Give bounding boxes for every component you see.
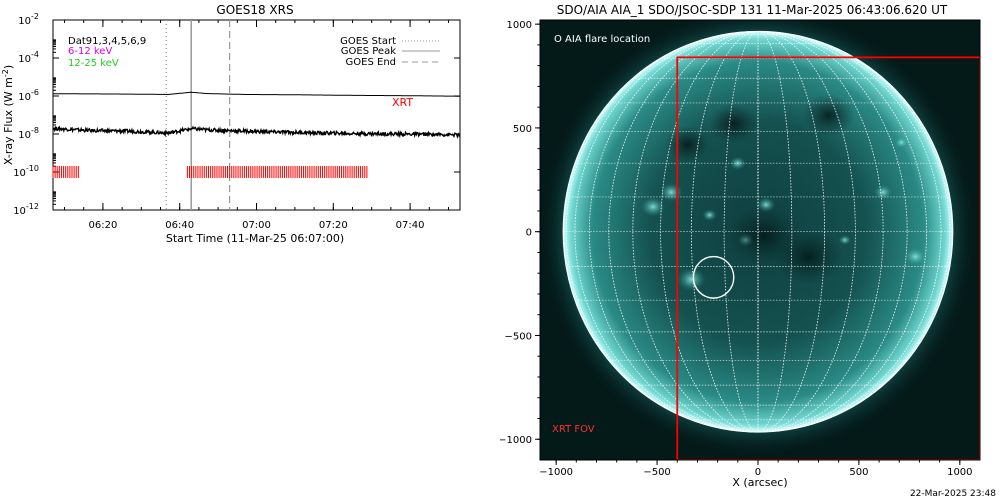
longitude-line — [565, 31, 951, 433]
aia-x-axis-label: X (arcsec) — [732, 476, 787, 489]
xrt-fov-label: XRT FOV — [552, 424, 595, 435]
goes-y-tick-label: 10-10 — [13, 164, 39, 179]
active-region — [874, 184, 893, 200]
active-region — [702, 209, 717, 221]
coronal-hole — [665, 126, 710, 163]
aia-y-tick-label: −500 — [505, 331, 532, 342]
goes-plot-frame — [52, 19, 461, 211]
aia-image — [540, 20, 980, 460]
goes-x-tick-label: 06:40 — [165, 220, 194, 231]
goes-y-tick-label: 10-6 — [18, 88, 39, 103]
active-region — [640, 196, 666, 217]
goes-y-tick-label: 10-8 — [18, 126, 39, 141]
goes-x-tick-label: 07:20 — [319, 220, 348, 231]
aia-image-chart: SDO/AIA AIA_1 SDO/JSOC-SDP 131 11-Mar-20… — [500, 3, 996, 499]
goes-info-line-0: Dat91,3,4,5,6,9 — [68, 36, 146, 47]
xrt-interval-0 — [52, 166, 79, 178]
legend-label-goes-start: GOES Start — [340, 36, 396, 47]
aia-y-tick-label: 1000 — [507, 20, 532, 31]
goes-x-tick-label: 07:40 — [396, 220, 425, 231]
active-region — [677, 267, 706, 292]
aia-y-tick-label: 0 — [526, 228, 532, 239]
goes-info-line-2: 12-25 keV — [68, 58, 119, 69]
coronal-hole — [802, 93, 855, 138]
aia-x-tick-label: −1000 — [539, 467, 573, 478]
coronal-hole — [774, 228, 843, 285]
goes-plot-area: 10-12 10-10 10-8 10-6 10-4 10-2 06:20 06:40 07:0… — [13, 12, 461, 231]
aia-plot-area: O AIA flare location XRT FOV −1000 −500 0 500… — [500, 19, 981, 478]
goes-x-axis-label: Start Time (11-Mar-25 06:07:00) — [166, 232, 344, 245]
aia-plot-frame — [539, 19, 981, 461]
active-region — [838, 235, 851, 245]
active-region — [894, 136, 909, 149]
render-timestamp: 22-Mar-2025 23:48 — [910, 489, 996, 499]
goes-chart-title: GOES18 XRS — [216, 3, 293, 17]
aia-y-tick-label: 500 — [513, 124, 532, 135]
flare-location-marker — [692, 255, 735, 299]
goes-x-tick-label: 07:00 — [242, 220, 271, 231]
goes-y-tick-label: 10-2 — [18, 12, 39, 27]
goes-legend: GOES Start GOES Peak GOES End — [340, 36, 440, 68]
xrt-interval-1 — [186, 166, 368, 178]
legend-label-goes-peak: GOES Peak — [341, 46, 396, 57]
coronal-hole — [709, 103, 758, 144]
active-region — [904, 247, 927, 266]
goes-y-tick-label: 10-12 — [13, 202, 39, 217]
aia-x-tick-label: 0 — [755, 467, 761, 478]
active-region — [660, 183, 683, 202]
goes-y-tick-label: 10-4 — [18, 50, 39, 65]
aia-x-tick-label: −500 — [643, 467, 670, 478]
aia-y-tick-label: −1000 — [500, 435, 532, 446]
goes-x-tick-label: 06:20 — [89, 220, 118, 231]
flare-location-label: O AIA flare location — [554, 34, 650, 45]
xrt-label: XRT — [392, 96, 413, 109]
goes-y-axis-label: X-ray Flux (W m-2) — [1, 65, 15, 165]
goes-series-short-channel — [52, 125, 461, 139]
goes-series-long-channel — [53, 91, 460, 97]
aia-x-tick-label: 500 — [849, 467, 868, 478]
legend-label-goes-end: GOES End — [346, 57, 396, 68]
aia-chart-title: SDO/AIA AIA_1 SDO/JSOC-SDP 131 11-Mar-20… — [557, 3, 948, 17]
aia-x-tick-label: 1000 — [947, 467, 972, 478]
goes-info-line-1: 6-12 keV — [68, 46, 112, 57]
solar-limb — [562, 30, 954, 433]
goes-xrs-chart: GOES18 XRS X-ray Flux (W m-2) 10-12 10-10… — [1, 3, 461, 245]
